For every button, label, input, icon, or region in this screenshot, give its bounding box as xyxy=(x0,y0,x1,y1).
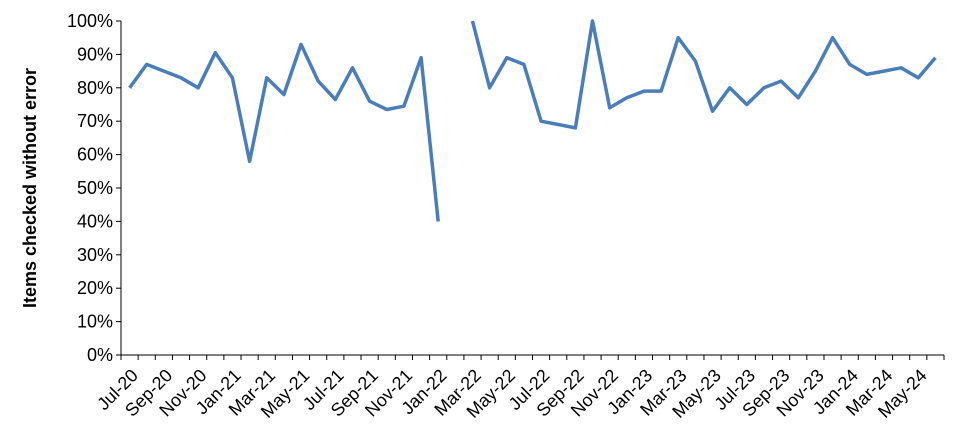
data-series xyxy=(128,19,937,222)
series-line-segment xyxy=(470,19,937,130)
y-tick-label: 70% xyxy=(77,111,113,131)
y-tick-label: 30% xyxy=(77,245,113,265)
y-tick-label: 0% xyxy=(87,345,113,365)
y-tick-label: 20% xyxy=(77,278,113,298)
axes xyxy=(120,21,944,356)
y-tick-label: 90% xyxy=(77,44,113,64)
x-axis-ticks: Jul-20Sep-20Nov-20Jan-21Mar-21May-21Jul-… xyxy=(93,355,945,422)
y-axis-title: Items checked without error xyxy=(20,68,40,308)
y-tick-label: 40% xyxy=(77,211,113,231)
y-tick-label: 50% xyxy=(77,178,113,198)
y-tick-label: 80% xyxy=(77,78,113,98)
y-axis-ticks: 0% 10% 20% 30% 40% 50% 60% 70% 80% 90% 100% xyxy=(67,11,121,365)
series-line-segment xyxy=(128,42,440,222)
y-tick-label: 10% xyxy=(77,312,113,332)
y-tick-label: 100% xyxy=(67,11,113,31)
y-tick-label: 60% xyxy=(77,145,113,165)
y-axis-label: Items checked without error xyxy=(20,68,40,308)
